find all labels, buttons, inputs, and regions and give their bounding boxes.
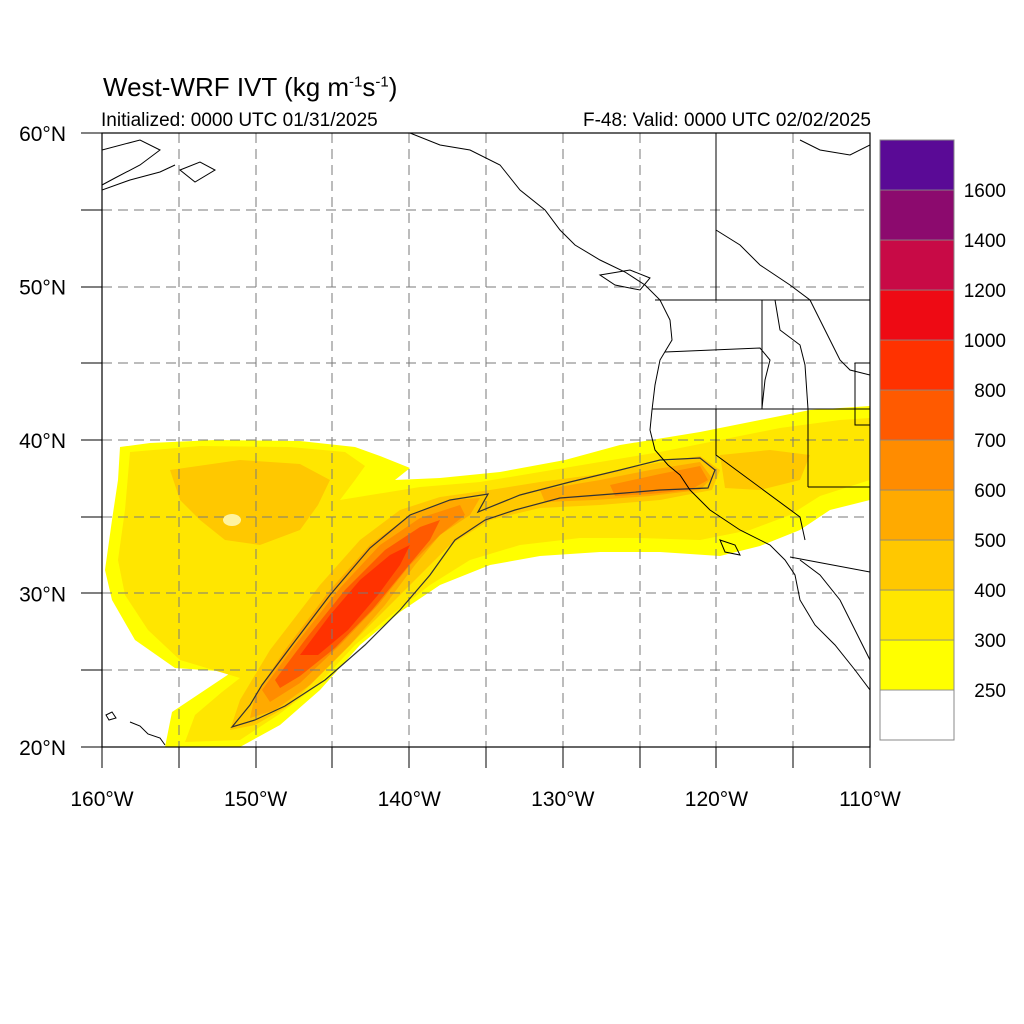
ivt-field	[105, 406, 870, 747]
axis-ticks	[81, 132, 871, 768]
colorbar-level-label: 1600	[964, 181, 1006, 202]
colorbar-swatch	[879, 589, 955, 641]
lat-tick-label: 60°N	[19, 123, 66, 146]
colorbar-swatch	[879, 639, 955, 691]
ivt-contour-line	[230, 457, 716, 729]
colorbar-swatch	[879, 339, 955, 391]
state-border-lines	[652, 133, 870, 573]
latitude-labels: 60°N 50°N 40°N 30°N 20°N	[19, 123, 66, 760]
valid-time: F-48: Valid: 0000 UTC 02/02/2025	[583, 110, 871, 131]
longitude-labels: 160°W 150°W 140°W 130°W 120°W 110°W	[70, 788, 901, 811]
lon-tick-label: 120°W	[685, 788, 748, 811]
lat-tick-label: 30°N	[19, 584, 66, 607]
lat-tick-label: 40°N	[19, 430, 66, 453]
colorbar-swatch	[879, 239, 955, 291]
colorbar-swatch	[879, 439, 955, 491]
lon-tick-label: 110°W	[839, 788, 901, 811]
colorbar-level-label: 400	[974, 581, 1006, 602]
colorbar-level-label: 800	[974, 381, 1006, 402]
colorbar-swatch	[879, 139, 955, 191]
colorbar-level-label: 1200	[964, 281, 1006, 302]
colorbar-level-label: 250	[974, 681, 1006, 702]
ivt-800-region	[300, 545, 410, 655]
colorbar-level-label: 300	[974, 631, 1006, 652]
colorbar-level-label: 500	[974, 531, 1006, 552]
coastline	[102, 133, 870, 746]
colorbar-level-label: 1400	[964, 231, 1006, 252]
colorbar-swatch	[879, 689, 955, 741]
lon-tick-label: 140°W	[378, 788, 441, 811]
colorbar-labels: 250 300 400 500 600 700 800 1000 1200 1400 1600	[964, 181, 1006, 702]
initialized-time: Initialized: 0000 UTC 01/31/2025	[101, 110, 378, 131]
colorbar-swatch	[879, 189, 955, 241]
lon-tick-label: 150°W	[224, 788, 287, 811]
colorbar-swatch	[879, 539, 955, 591]
lat-tick-label: 20°N	[19, 737, 66, 760]
colorbar-swatch	[879, 489, 955, 541]
lon-tick-label: 130°W	[531, 788, 594, 811]
colorbar-level-label: 1000	[964, 331, 1006, 352]
lat-tick-label: 50°N	[19, 277, 66, 300]
colorbar-swatch	[879, 389, 955, 441]
map-title: West-WRF IVT (kg m-1s-1)	[103, 72, 398, 102]
colorbar-frame	[879, 139, 955, 741]
colorbar	[879, 139, 955, 741]
map-grid	[102, 133, 870, 747]
lon-tick-label: 160°W	[70, 788, 133, 811]
colorbar-level-label: 700	[974, 431, 1006, 452]
map-area	[102, 133, 870, 747]
colorbar-level-label: 600	[974, 481, 1006, 502]
colorbar-swatch	[879, 289, 955, 341]
